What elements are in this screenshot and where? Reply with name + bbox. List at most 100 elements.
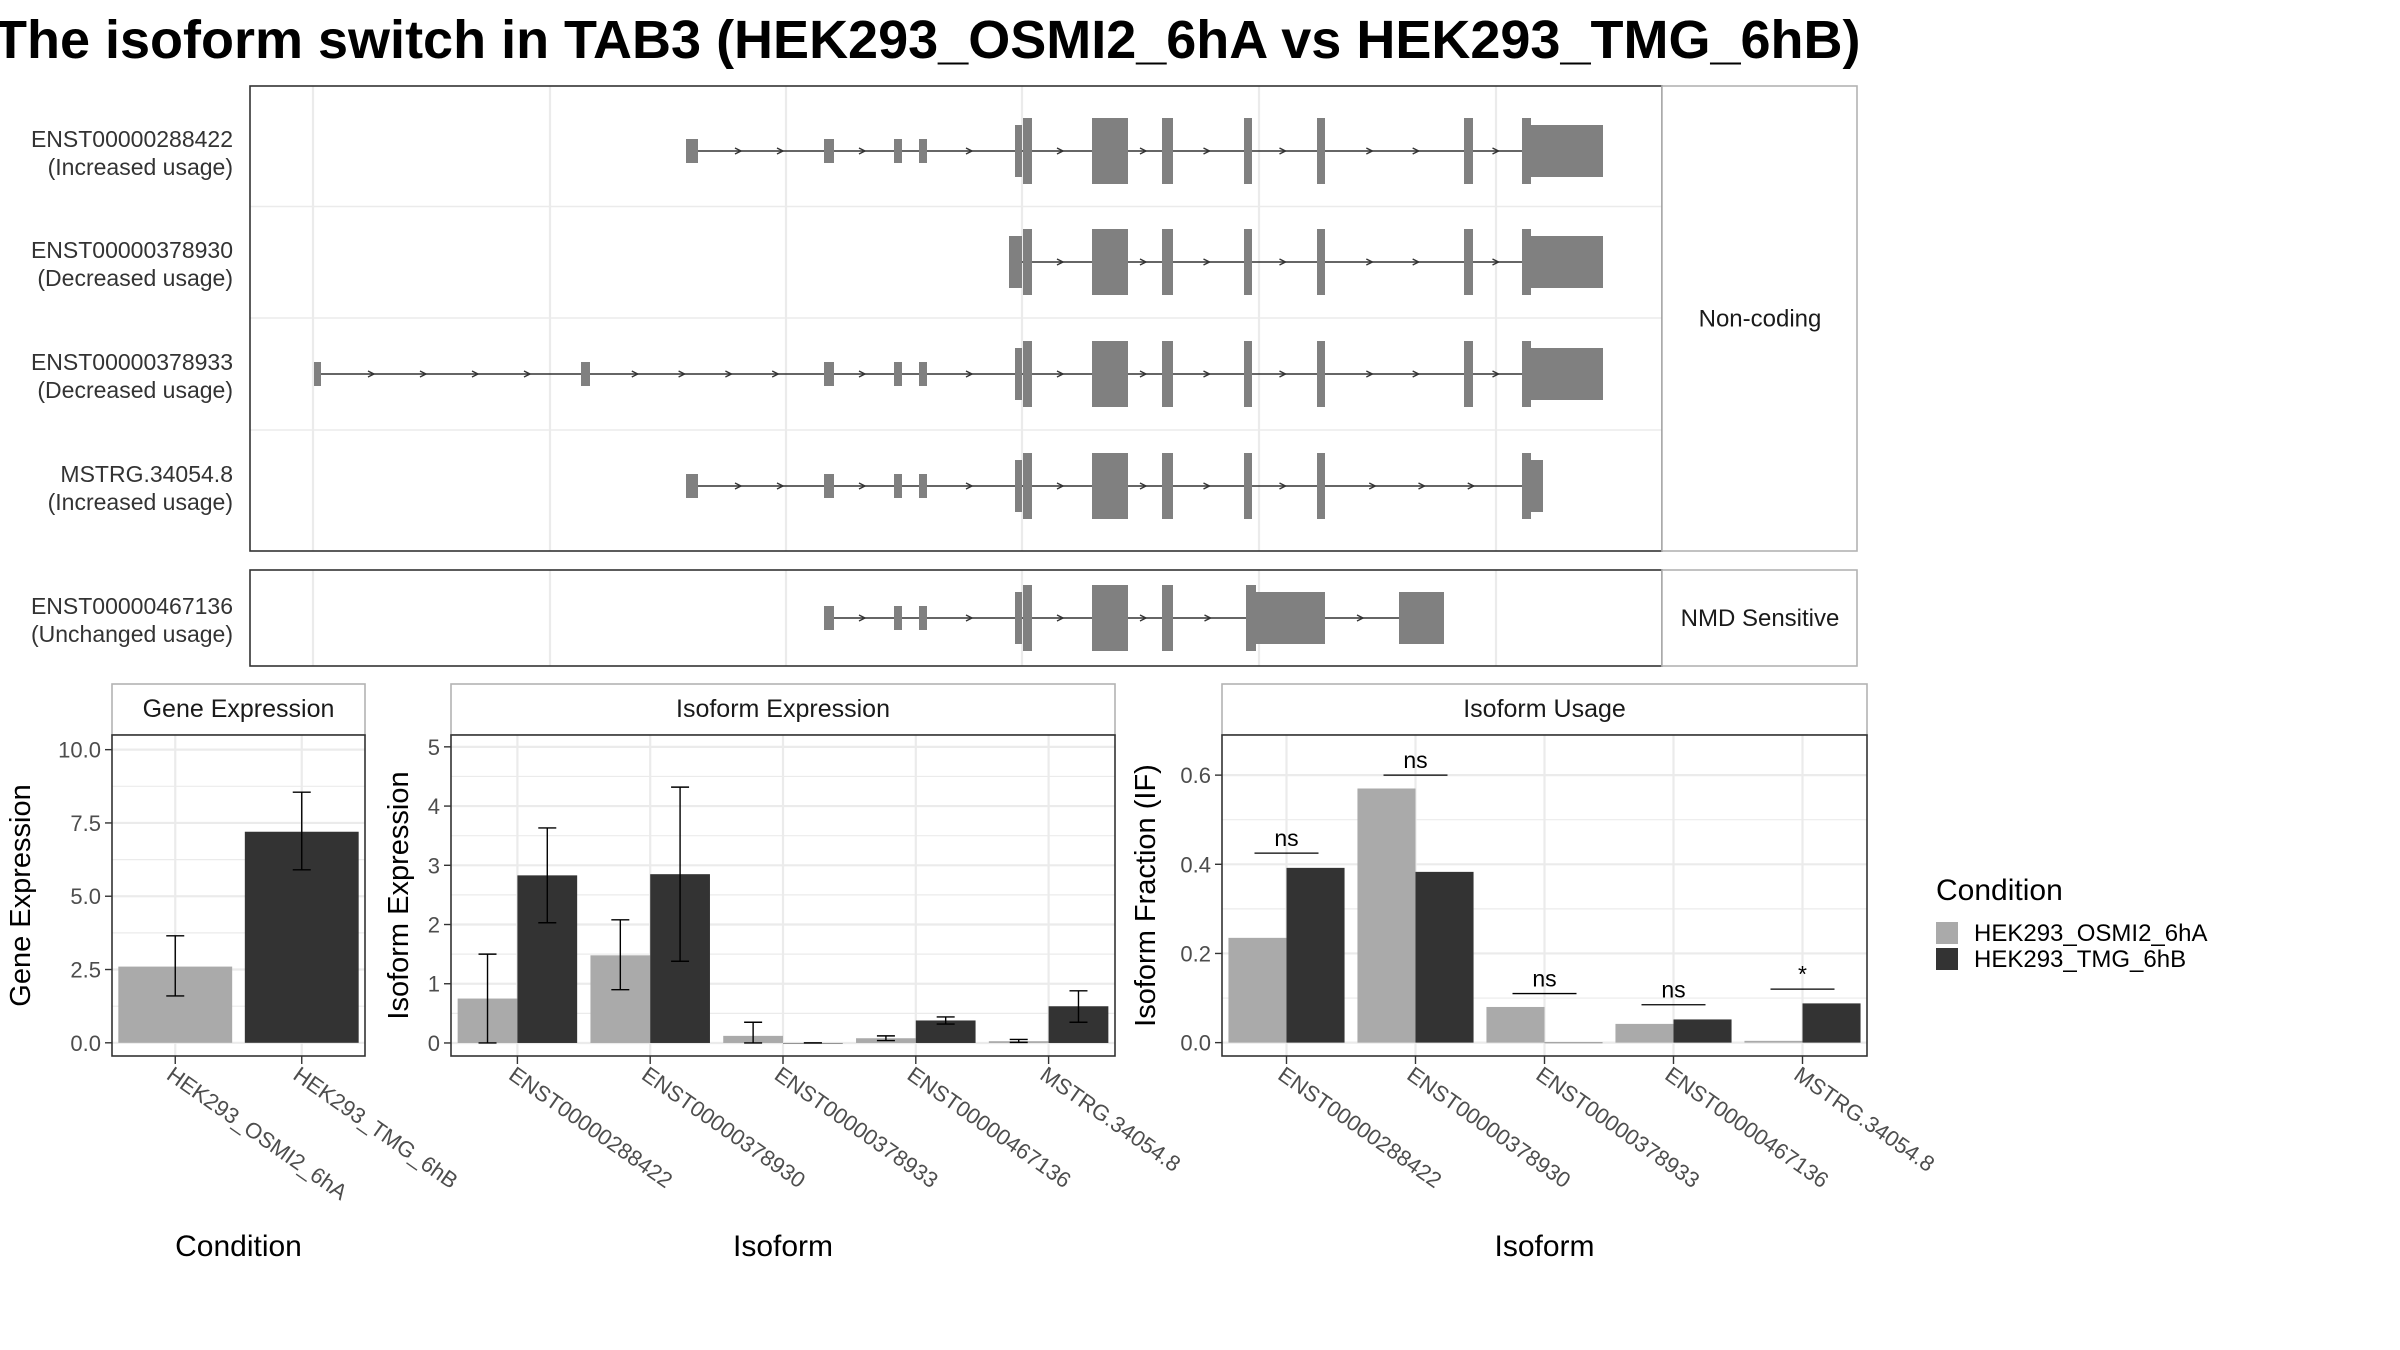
exon [824,139,834,163]
intron-direction-arrow [1356,614,1365,622]
exon [1522,453,1531,519]
exon [1009,236,1022,288]
exon [1015,125,1022,177]
intron-direction-arrow [1139,614,1148,622]
significance-label: ns [1403,747,1427,773]
isoform-id-label: ENST00000378933 [31,349,233,375]
exon [894,362,902,386]
intron-direction-arrow [1056,482,1065,490]
intron-direction-arrow [1203,482,1212,490]
bar [1744,1040,1803,1043]
legend-entry-label: HEK293_OSMI2_6hA [1974,920,2207,947]
intron-direction-arrow [1139,258,1148,266]
intron-direction-arrow [523,370,532,378]
intron-direction-arrow [1412,258,1421,266]
y-tick-label: 7.5 [70,811,101,836]
exon [1256,592,1325,644]
intron-direction-arrow [471,370,480,378]
exon [1023,453,1032,519]
y-tick-label: 0.0 [1180,1031,1211,1056]
exon [1522,118,1531,184]
strip-label: Gene Expression [143,695,335,723]
exon [894,474,902,498]
bar [1357,788,1416,1043]
exon [1399,592,1444,644]
intron-direction-arrow [1279,370,1288,378]
exon [1522,341,1531,407]
y-tick-label: 5 [428,735,440,760]
legend-entry-label: HEK293_TMG_6hB [1974,946,2186,973]
exon [1015,592,1022,644]
panel-border [111,734,366,1057]
isoform-usage-label: (Increased usage) [48,489,233,515]
significance-label: ns [1532,966,1556,992]
x-axis-title: Isoform [733,1230,833,1263]
exon [1162,453,1173,519]
exon [1464,118,1473,184]
y-tick-label: 10.0 [58,738,101,763]
intron-direction-arrow [734,482,743,490]
intron-direction-arrow [1139,147,1148,155]
intron-direction-arrow [858,482,867,490]
exon [1015,348,1022,400]
figure-title: The isoform switch in TAB3 (HEK293_OSMI2… [0,10,1860,70]
strip-label: Non-coding [1699,306,1822,333]
exon [1531,460,1543,512]
intron-direction-arrow [1203,370,1212,378]
legend-swatch [1936,948,1958,970]
intron-direction-arrow [1366,370,1374,378]
bar [1486,1006,1545,1043]
strip-background [1661,85,1858,552]
intron-direction-arrow [965,370,974,378]
exon [824,362,834,386]
significance-label: ns [1274,825,1298,851]
intron-direction-arrow [1366,258,1374,266]
y-axis-title: Isoform Expression [383,771,415,1019]
bar [915,1020,976,1043]
intron-direction-arrow [771,370,780,378]
structure-panel-2: NMD Sensitive [249,569,1858,667]
exon [1015,460,1022,512]
x-axis-title: Condition [175,1230,302,1263]
intron-direction-arrow [631,370,640,378]
exon [1162,229,1173,295]
isoform-id-label: ENST00000288422 [31,126,233,152]
isoform-usage-label: (Unchanged usage) [31,621,233,647]
exon [1464,229,1473,295]
intron-direction-arrow [1056,614,1065,622]
intron-direction-arrow [1366,147,1374,155]
exon [1092,585,1128,651]
y-axis-title: Gene Expression [5,784,37,1006]
exon [1023,118,1032,184]
isoform-structure-row [686,118,1603,184]
strip-label: Isoform Usage [1463,695,1626,723]
intron-direction-arrow [1279,147,1288,155]
intron-direction-arrow [1492,258,1501,266]
exon [1317,341,1325,407]
y-tick-label: 2 [428,913,440,938]
exon [1023,229,1032,295]
bar [1802,1003,1861,1043]
exon [1092,453,1128,519]
isoform-structure-row [824,585,1444,651]
intron-direction-arrow [1203,258,1212,266]
intron-direction-arrow [1279,482,1288,490]
exon [1522,229,1531,295]
intron-direction-arrow [1368,482,1377,490]
intron-direction-arrow [965,482,974,490]
strip-background [111,683,366,736]
exon [1244,453,1252,519]
exon [1317,453,1325,519]
intron-direction-arrow [858,147,867,155]
y-tick-label: 4 [428,794,440,819]
intron-direction-arrow [1203,147,1212,155]
bar [1228,937,1287,1043]
isoform-usage-label: (Increased usage) [48,154,233,180]
intron-direction-arrow [1412,147,1421,155]
exon [894,606,902,630]
legend-title: Condition [1936,874,2063,907]
exon [1244,341,1252,407]
exon [1023,585,1032,651]
y-tick-label: 5.0 [70,884,101,909]
